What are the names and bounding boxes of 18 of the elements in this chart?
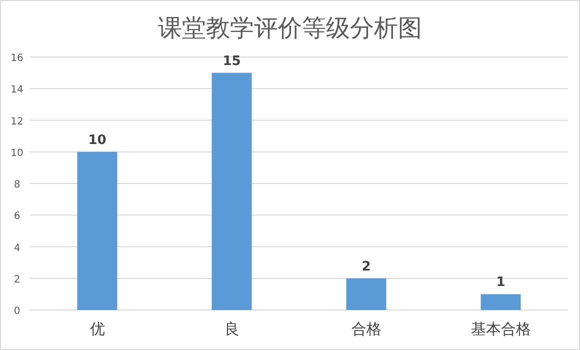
data-label: 15 — [222, 54, 241, 69]
ytick: 4 — [14, 242, 20, 254]
ytick: 6 — [14, 211, 20, 222]
data-label: 2 — [362, 259, 371, 274]
ytick: 12 — [10, 116, 24, 128]
xtick: 基本合格 — [470, 320, 531, 338]
xtick: 优 — [90, 320, 105, 338]
data-label: 10 — [88, 132, 106, 148]
ytick: 10 — [10, 148, 24, 159]
title: 课堂教学评价等级分析图 — [158, 16, 422, 42]
ytick: 2 — [14, 274, 20, 286]
data-label: 1 — [496, 275, 506, 290]
ytick: 0 — [14, 306, 20, 317]
ytick: 16 — [10, 53, 24, 64]
xtick: 良 — [224, 320, 240, 338]
ytick: 8 — [14, 180, 20, 190]
xtick: 合格 — [351, 320, 382, 338]
ytick: 14 — [10, 84, 24, 96]
